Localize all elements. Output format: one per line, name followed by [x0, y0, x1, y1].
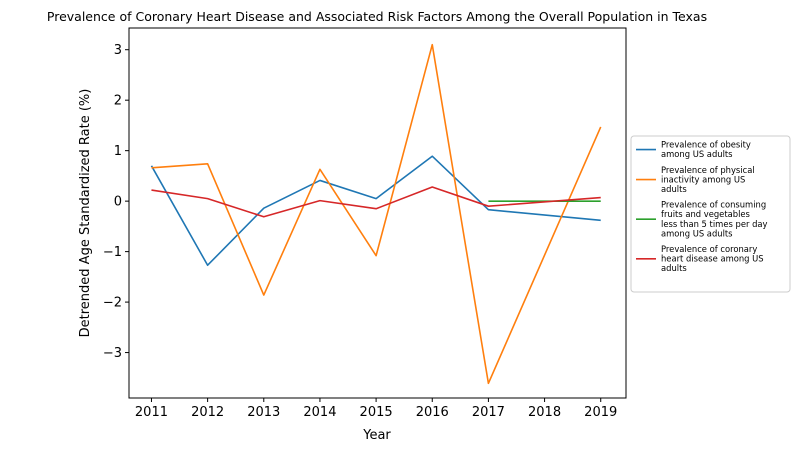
- x-tick-label: 2012: [191, 405, 224, 420]
- legend-label-line: heart disease among US: [661, 254, 764, 264]
- y-tick-label: 3: [114, 43, 122, 58]
- x-tick-label: 2019: [584, 405, 617, 420]
- legend-label-line: among US adults: [661, 228, 733, 238]
- legend-label-line: adults: [661, 184, 687, 194]
- x-tick-label: 2011: [135, 405, 168, 420]
- y-tick-label: −1: [103, 245, 122, 260]
- x-tick-label: 2018: [528, 405, 561, 420]
- legend-label-line: among US adults: [661, 149, 733, 159]
- legend-label-line: inactivity among US: [661, 174, 745, 184]
- series-line-4: [151, 186, 601, 218]
- x-tick-label: 2014: [303, 405, 336, 420]
- legend-label-line: Prevalence of consuming: [661, 200, 766, 210]
- legend-label-line: Prevalence of coronary: [661, 244, 757, 254]
- legend-label-line: fruits and vegetables: [661, 209, 750, 219]
- y-axis-label: Detrended Age Standardized Rate (%): [78, 89, 93, 338]
- y-axis: −3 −2 −1 0 1 2 3: [103, 43, 129, 361]
- legend-box: [630, 135, 791, 293]
- y-tick-label: 2: [114, 94, 122, 109]
- legend-label-line: less than 5 times per day: [661, 219, 768, 229]
- series-layer: [150, 43, 602, 385]
- legend-label-line: adults: [661, 263, 687, 273]
- plot-frame: [128, 27, 627, 399]
- legend-label-line: Prevalence of obesity: [661, 140, 751, 150]
- y-tick-label: 0: [114, 195, 122, 210]
- series-line-2: [151, 43, 602, 385]
- x-tick-label: 2013: [247, 405, 280, 420]
- legend-label-line: Prevalence of physical: [661, 165, 755, 175]
- series-line-1: [150, 155, 601, 267]
- y-tick-label: 1: [114, 144, 122, 159]
- x-axis: 2011 2012 2013 2014 2015 2016 2017 2018 2019: [135, 398, 617, 420]
- chart-title: Prevalence of Coronary Heart Disease and…: [47, 9, 707, 24]
- x-axis-label: Year: [362, 428, 391, 443]
- x-tick-label: 2017: [472, 405, 505, 420]
- y-tick-label: −2: [103, 296, 122, 311]
- y-tick-label: −3: [103, 346, 122, 361]
- x-tick-label: 2015: [360, 405, 393, 420]
- x-tick-label: 2016: [416, 405, 449, 420]
